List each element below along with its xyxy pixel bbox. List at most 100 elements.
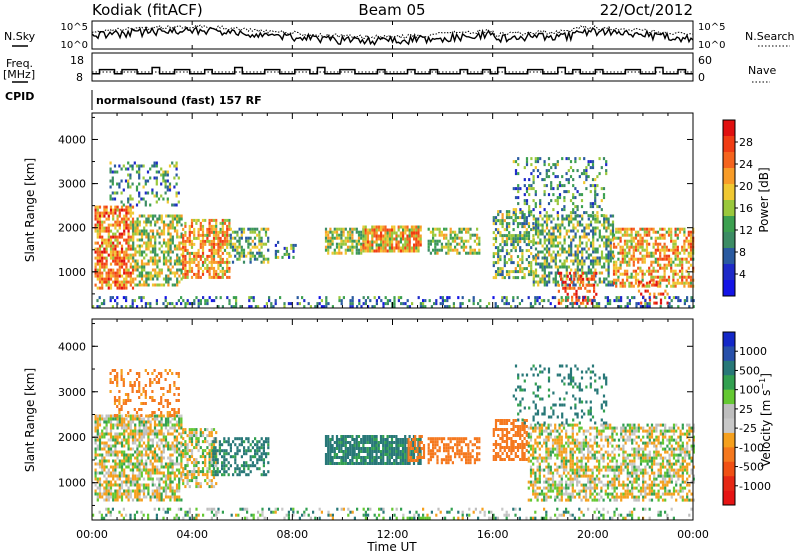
data-cell bbox=[129, 277, 132, 281]
data-cell bbox=[578, 268, 582, 272]
data-cell bbox=[632, 239, 635, 243]
data-cell bbox=[171, 432, 174, 436]
data-cell bbox=[160, 194, 163, 198]
data-cell bbox=[186, 464, 189, 468]
data-cell bbox=[208, 233, 211, 237]
data-cell bbox=[573, 301, 576, 305]
data-cell bbox=[415, 249, 418, 253]
data-cell bbox=[98, 483, 102, 487]
data-cell bbox=[114, 244, 117, 248]
data-cell bbox=[151, 232, 155, 236]
data-cell bbox=[118, 432, 121, 436]
data-cell bbox=[182, 452, 185, 456]
data-cell bbox=[98, 211, 102, 215]
data-cell bbox=[530, 270, 533, 274]
data-cell bbox=[375, 243, 378, 247]
data-cell bbox=[619, 272, 622, 276]
data-cell bbox=[265, 437, 268, 441]
data-cell bbox=[190, 266, 194, 270]
data-cell bbox=[283, 302, 286, 306]
data-cell bbox=[609, 250, 612, 254]
data-cell bbox=[136, 274, 139, 278]
data-cell bbox=[594, 199, 597, 203]
data-cell bbox=[408, 243, 411, 247]
data-cell bbox=[681, 275, 684, 279]
data-cell bbox=[645, 230, 649, 234]
data-cell bbox=[338, 227, 341, 231]
data-cell bbox=[94, 474, 97, 478]
data-cell bbox=[109, 474, 113, 478]
data-cell bbox=[118, 459, 121, 463]
data-cell bbox=[177, 200, 180, 204]
data-cell bbox=[125, 426, 128, 430]
data-cell bbox=[173, 477, 176, 481]
data-cell bbox=[151, 259, 155, 263]
data-cell bbox=[517, 202, 520, 206]
data-cell bbox=[626, 230, 629, 234]
data-cell bbox=[164, 299, 167, 303]
data-cell bbox=[229, 449, 232, 453]
data-cell bbox=[154, 250, 157, 254]
data-cell bbox=[443, 245, 446, 249]
data-cell bbox=[173, 462, 176, 466]
data-cell bbox=[605, 238, 608, 242]
data-cell bbox=[637, 257, 640, 261]
data-cell bbox=[499, 243, 502, 247]
data-cell bbox=[103, 480, 106, 484]
data-cell bbox=[160, 375, 163, 378]
data-cell bbox=[151, 277, 155, 281]
data-cell bbox=[611, 238, 615, 242]
data-cell bbox=[556, 214, 559, 218]
data-cell bbox=[129, 256, 132, 260]
data-cell bbox=[193, 227, 196, 231]
data-cell bbox=[138, 247, 141, 251]
data-cell bbox=[195, 251, 198, 255]
data-cell bbox=[118, 271, 121, 275]
data-cell bbox=[94, 492, 97, 496]
data-cell bbox=[120, 471, 124, 475]
data-cell bbox=[589, 166, 592, 170]
data-cell bbox=[561, 250, 564, 254]
data-cell bbox=[162, 444, 165, 448]
data-cell bbox=[393, 228, 396, 232]
data-cell bbox=[569, 160, 573, 164]
data-cell bbox=[556, 226, 560, 230]
data-cell bbox=[98, 262, 102, 266]
data-cell bbox=[360, 233, 363, 237]
data-cell bbox=[109, 247, 113, 251]
data-cell bbox=[166, 200, 169, 204]
data-cell bbox=[107, 492, 110, 496]
data-cell bbox=[234, 230, 237, 234]
data-cell bbox=[492, 216, 495, 220]
data-cell bbox=[195, 458, 198, 462]
data-cell bbox=[494, 305, 497, 309]
data-cell bbox=[125, 277, 128, 281]
data-cell bbox=[107, 277, 110, 281]
data-cell bbox=[156, 277, 159, 281]
data-cell bbox=[656, 257, 660, 261]
data-cell bbox=[499, 270, 502, 274]
data-cell bbox=[521, 234, 524, 238]
data-cell bbox=[134, 247, 137, 251]
data-cell bbox=[162, 450, 165, 454]
data-cell bbox=[120, 441, 124, 445]
data-cell bbox=[512, 261, 515, 265]
data-cell bbox=[153, 164, 156, 168]
data-cell bbox=[574, 253, 577, 257]
data-cell bbox=[245, 461, 248, 465]
data-cell bbox=[215, 224, 218, 228]
data-cell bbox=[541, 178, 544, 182]
data-cell bbox=[605, 229, 608, 233]
data-cell bbox=[94, 208, 97, 212]
data-cell bbox=[151, 247, 155, 251]
data-cell bbox=[167, 471, 170, 475]
data-cell bbox=[598, 271, 601, 275]
data-cell bbox=[98, 250, 102, 254]
data-cell bbox=[156, 217, 159, 221]
data-cell bbox=[120, 256, 124, 260]
data-cell bbox=[111, 197, 114, 201]
data-cell bbox=[523, 216, 526, 220]
data-cell bbox=[131, 477, 135, 481]
data-cell bbox=[600, 235, 604, 239]
data-cell bbox=[527, 225, 531, 229]
